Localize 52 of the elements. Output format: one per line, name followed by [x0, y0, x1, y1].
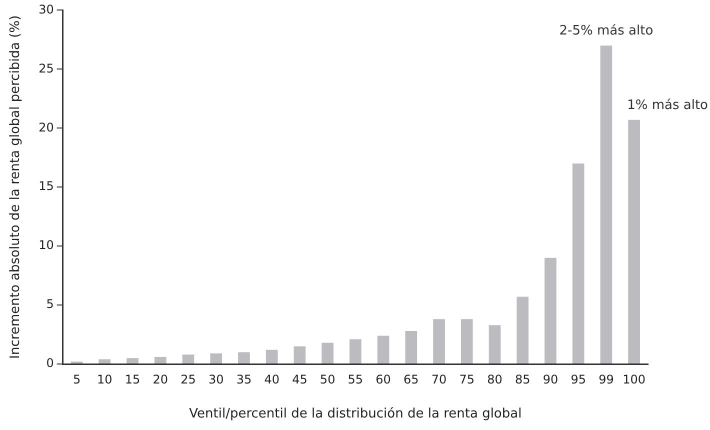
bar [460, 319, 473, 364]
bar [572, 164, 584, 364]
x-tick-label: 80 [487, 372, 502, 386]
x-tick-label: 30 [208, 372, 224, 386]
y-tick-label: 20 [38, 120, 54, 134]
x-tick-label: 99 [598, 372, 614, 386]
x-tick-label: 90 [542, 372, 558, 386]
bar [126, 358, 138, 364]
bar [377, 336, 390, 364]
bar [544, 258, 556, 364]
bar [294, 346, 306, 364]
bar [516, 296, 529, 364]
y-tick-label: 0 [46, 356, 54, 370]
bar [405, 330, 418, 364]
x-tick-label: 95 [570, 372, 586, 386]
x-tick-label: 45 [292, 372, 308, 386]
x-tick-label: 15 [124, 372, 140, 386]
x-tick-label: 70 [431, 372, 447, 386]
annotation: 2-5% más alto [559, 23, 654, 38]
x-axis-title: Ventil/percentil de la distribución de la renta global [189, 406, 522, 422]
bar [238, 352, 250, 364]
bar [322, 342, 334, 364]
bar [98, 359, 111, 364]
y-tick-label: 25 [38, 61, 54, 76]
x-tick-label: 25 [180, 372, 196, 386]
annotation: 1% más alto [627, 98, 708, 113]
bar [266, 350, 278, 364]
bar [433, 319, 445, 364]
y-tick-label: 30 [38, 2, 54, 16]
x-tick-label: 50 [320, 372, 336, 386]
x-tick-label: 5 [72, 372, 81, 386]
x-tick-label: 60 [376, 372, 391, 386]
x-tick-label: 35 [236, 372, 252, 386]
x-tick-label: 75 [459, 372, 475, 386]
x-tick-label: 65 [404, 372, 419, 386]
x-tick-label: 40 [264, 372, 280, 386]
bar [154, 356, 166, 364]
bar [488, 325, 501, 364]
y-axis-title: Incremento absoluto de la renta global percibida (%) [8, 15, 24, 359]
bar [182, 354, 194, 364]
y-tick-label: 10 [38, 238, 54, 252]
bar [210, 353, 222, 364]
x-tick-label: 100 [622, 372, 646, 386]
x-tick-label: 10 [97, 372, 112, 386]
bar [600, 46, 612, 364]
y-tick-label: 15 [38, 179, 54, 194]
x-tick-label: 85 [514, 372, 530, 386]
y-tick-label: 5 [46, 297, 54, 312]
x-tick-label: 55 [348, 372, 364, 386]
bar [628, 120, 640, 364]
x-tick-label: 20 [152, 372, 168, 386]
bar [350, 339, 362, 364]
